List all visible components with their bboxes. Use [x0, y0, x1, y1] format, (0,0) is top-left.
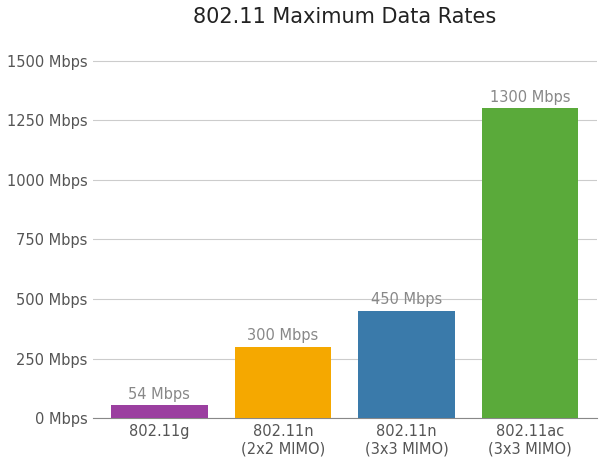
Bar	[111, 405, 208, 418]
Text: 54 Mbps: 54 Mbps	[129, 387, 190, 402]
Text: 450 Mbps: 450 Mbps	[371, 292, 442, 307]
Text: 300 Mbps: 300 Mbps	[248, 328, 319, 343]
Bar	[482, 108, 579, 418]
Text: 1300 Mbps: 1300 Mbps	[490, 90, 570, 105]
Title: 802.11 Maximum Data Rates: 802.11 Maximum Data Rates	[193, 7, 496, 27]
Bar	[358, 311, 455, 418]
Bar	[235, 347, 331, 418]
